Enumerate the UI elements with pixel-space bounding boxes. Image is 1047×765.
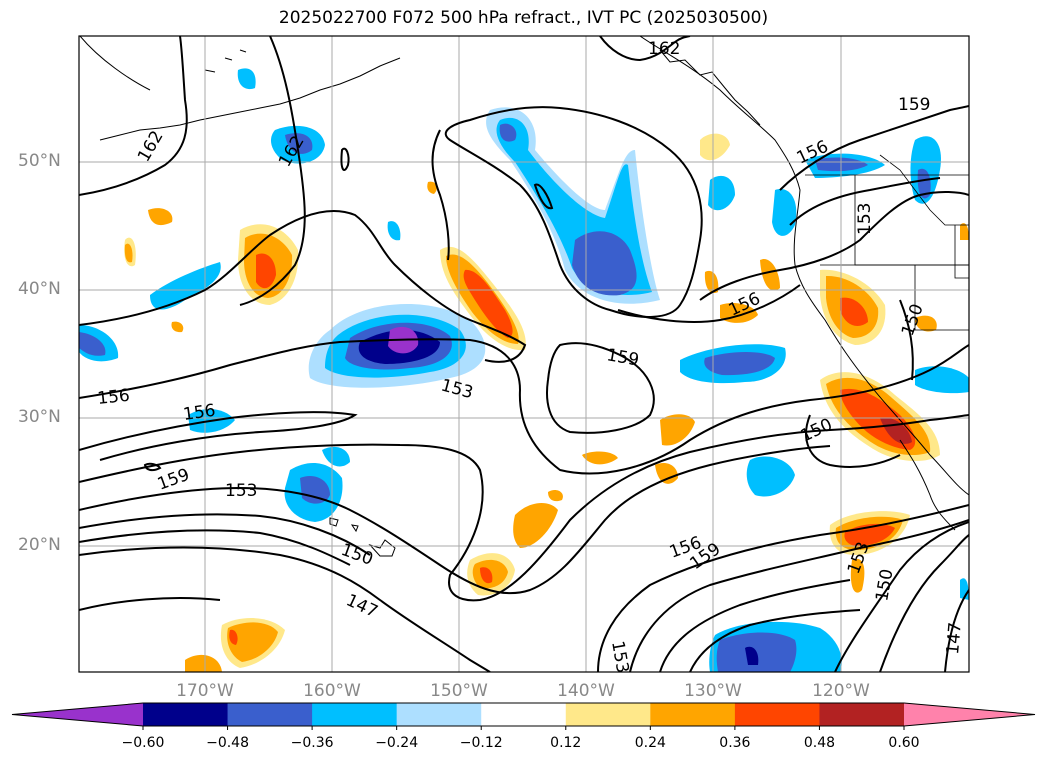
negative-anomaly-region [708,175,735,211]
negative-anomaly-region [150,262,221,310]
lat-label-50n: 50°N [18,151,61,171]
colorbar-extend-low [12,703,143,726]
lon-label-120w: 120°W [812,681,870,701]
colorbar-tick-label: 0.12 [550,735,582,751]
positive-anomaly-region [760,259,780,291]
positive-anomaly-region [256,253,276,289]
contour-label: 153 [225,481,257,501]
colorbar-segment [312,703,398,726]
lon-label-160w: 160°W [303,681,361,701]
lat-label-20n: 20°N [18,535,61,555]
map-title: 2025022700 F072 500 hPa refract., IVT PC… [278,8,769,28]
colorbar-tick-label: 0.48 [803,735,836,751]
positive-anomaly-region [960,223,969,240]
positive-anomaly-region [850,558,865,593]
negative-anomaly-region [572,231,637,296]
positive-anomaly-region [480,567,493,584]
lat-label-30n: 30°N [18,407,61,427]
negative-anomaly-region [746,456,795,497]
colorbar-tick-label: 0.60 [888,735,920,751]
map-frame [78,35,970,673]
lon-label-130w: 130°W [684,681,742,701]
positive-anomaly-region [700,133,730,161]
colorbar-segment [650,703,736,726]
contour-label: 159 [898,95,930,115]
lat-label-40n: 40°N [18,279,61,299]
positive-anomaly-region [171,321,184,333]
positive-anomaly-region [704,270,719,294]
negative-anomaly-region [917,168,931,199]
positive-anomaly-region [880,417,912,444]
positive-anomaly-region [227,622,278,662]
positive-anomaly-region [655,462,678,484]
colorbar-tick-label: −0.24 [375,735,419,751]
negative-anomaly-region [237,68,256,90]
positive-anomaly-region [915,315,937,332]
lon-label-150w: 150°W [430,681,488,701]
negative-anomaly-region [79,332,106,356]
negative-anomaly-region [322,446,350,467]
negative-anomaly-region [499,123,517,142]
positive-anomaly-region [124,243,133,263]
borders [805,154,969,331]
positive-anomaly-region [148,208,173,226]
colorbar-segment [481,703,567,726]
contour-label: 147 [943,621,966,655]
colorbar-tick-label: 0.36 [719,735,751,751]
lon-label-170w: 170°W [176,681,234,701]
colorbar-extend-high [904,703,1035,726]
colorbar-tick-label: 0.24 [634,735,666,751]
positive-anomaly-region [840,297,868,326]
negative-anomaly-region [915,366,969,394]
positive-anomaly-region [185,654,222,672]
negative-anomaly-region [387,221,401,241]
positive-anomaly-region [229,629,238,645]
colorbar-tick-label: −0.48 [206,735,249,751]
positive-anomaly-region [463,269,513,338]
contour-label: 156 [182,401,217,425]
positive-anomaly-region [660,414,695,446]
lon-label-140w: 140°W [557,681,615,701]
positive-anomaly-region [513,503,558,548]
positive-anomaly-region [582,451,618,465]
coastlines [79,36,969,557]
contour-label: 153 [855,203,875,235]
colorbar-segment [143,703,229,726]
colorbar-segment [396,703,482,726]
colorbar-segment [565,703,651,726]
map-plot-area: 162 162 162 156 159 159 156 153 156 150 … [79,36,969,674]
colorbar-segment [734,703,820,726]
negative-anomaly-region [300,475,330,504]
contour-label: 162 [648,39,680,59]
contour-label: 153 [607,639,632,674]
gridlines [79,36,969,672]
negative-anomaly-region [745,646,759,665]
colorbar-segment [227,703,313,726]
contour-label: 156 [96,386,130,409]
negative-anomaly-region [285,133,313,154]
colorbar-tick-label: −0.60 [121,735,165,751]
colorbar-tick-label: −0.36 [290,735,334,751]
negative-anomaly-region [704,352,775,376]
positive-anomaly-region [427,181,437,194]
positive-anomaly-region [548,489,563,502]
height-contours [79,36,969,672]
colorbar-tick-label: −0.12 [459,735,503,751]
negative-anomaly-region [910,136,941,204]
colorbar [11,702,1036,730]
colorbar-segment [819,703,905,726]
